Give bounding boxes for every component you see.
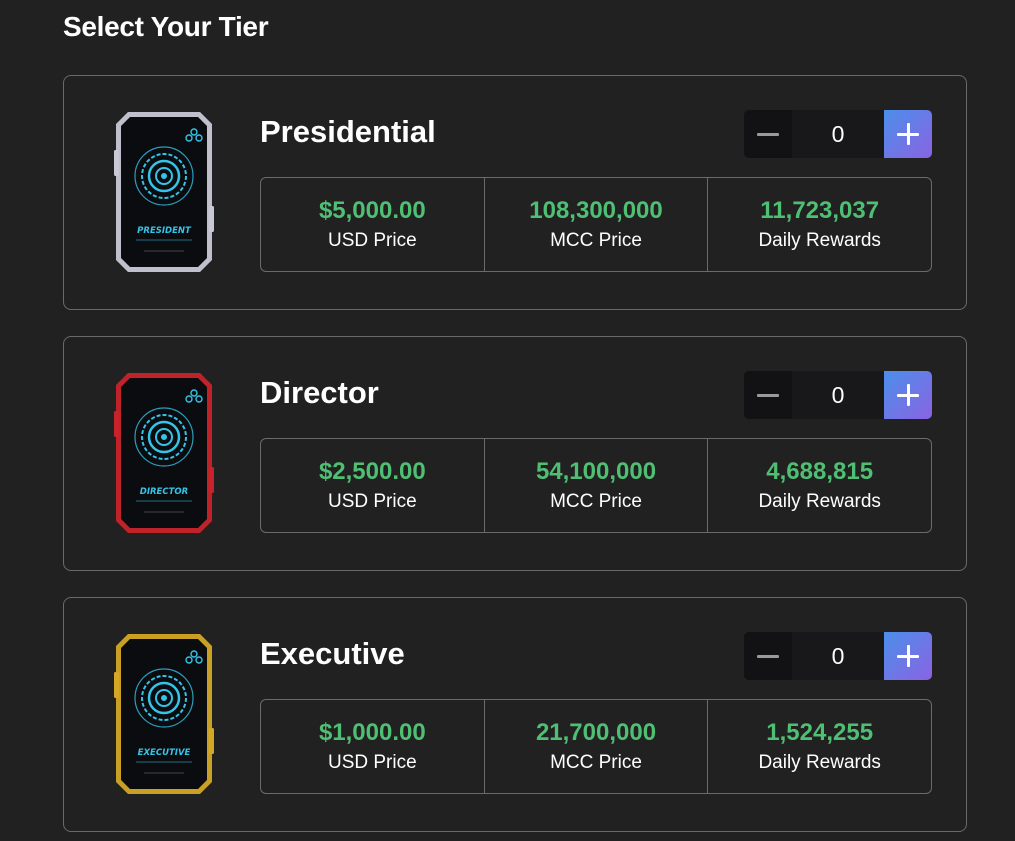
tier-card-presidential: PRESIDENT Presidential 0 $5,000.00 USD P… (63, 75, 967, 310)
quantity-value[interactable]: 0 (792, 632, 884, 680)
mcc-price-stat: 54,100,000 MCC Price (485, 439, 709, 532)
usd-price-stat: $2,500.00 USD Price (261, 439, 485, 532)
mcc-price-label: MCC Price (550, 490, 642, 512)
usd-price-label: USD Price (327, 490, 417, 512)
usd-price-label: USD Price (327, 751, 417, 773)
decrement-button[interactable] (744, 632, 792, 680)
daily-rewards-value: 11,723,037 (760, 196, 880, 224)
minus-icon (757, 132, 779, 136)
quantity-value[interactable]: 0 (792, 371, 884, 419)
minus-icon (757, 654, 779, 658)
mcc-price-label: MCC Price (550, 751, 642, 773)
tier-name: Presidential (260, 114, 436, 149)
usd-price-value: $2,500.00 (318, 457, 426, 485)
tier-card-image: PRESIDENT (114, 110, 214, 274)
daily-rewards-stat: 4,688,815 Daily Rewards (708, 439, 931, 532)
mcc-price-value: 21,700,000 (535, 718, 657, 746)
quantity-value[interactable]: 0 (792, 110, 884, 158)
quantity-stepper: 0 (744, 632, 932, 680)
mcc-price-label: MCC Price (550, 229, 642, 251)
increment-button[interactable] (884, 632, 932, 680)
mcc-price-stat: 108,300,000 MCC Price (485, 178, 709, 271)
daily-rewards-label: Daily Rewards (758, 229, 881, 251)
decrement-button[interactable] (744, 110, 792, 158)
page-title: Select Your Tier (63, 11, 269, 42)
daily-rewards-value: 4,688,815 (766, 457, 874, 485)
usd-price-label: USD Price (327, 229, 417, 251)
tier-stats: $2,500.00 USD Price 54,100,000 MCC Price… (260, 438, 932, 533)
svg-text:DIRECTOR: DIRECTOR (140, 487, 188, 497)
mcc-price-stat: 21,700,000 MCC Price (485, 700, 709, 793)
tier-name: Executive (260, 636, 405, 671)
daily-rewards-stat: 1,524,255 Daily Rewards (708, 700, 931, 793)
daily-rewards-stat: 11,723,037 Daily Rewards (708, 178, 931, 271)
tier-card-image: DIRECTOR (114, 371, 214, 535)
mcc-price-value: 108,300,000 (529, 196, 663, 224)
mcc-price-value: 54,100,000 (535, 457, 657, 485)
usd-price-value: $1,000.00 (318, 718, 426, 746)
tier-card-image: EXECUTIVE (114, 632, 214, 796)
tier-card-director: DIRECTOR Director 0 $2,500.00 USD Price … (63, 336, 967, 571)
tier-card-executive: EXECUTIVE Executive 0 $1,000.00 USD Pric… (63, 597, 967, 832)
tier-stats: $5,000.00 USD Price 108,300,000 MCC Pric… (260, 177, 932, 272)
decrement-button[interactable] (744, 371, 792, 419)
usd-price-value: $5,000.00 (318, 196, 426, 224)
svg-text:PRESIDENT: PRESIDENT (137, 226, 192, 236)
quantity-stepper: 0 (744, 371, 932, 419)
daily-rewards-label: Daily Rewards (758, 751, 881, 773)
usd-price-stat: $1,000.00 USD Price (261, 700, 485, 793)
tier-name: Director (260, 375, 379, 410)
minus-icon (757, 393, 779, 397)
increment-button[interactable] (884, 110, 932, 158)
usd-price-stat: $5,000.00 USD Price (261, 178, 485, 271)
daily-rewards-label: Daily Rewards (758, 490, 881, 512)
increment-button[interactable] (884, 371, 932, 419)
daily-rewards-value: 1,524,255 (766, 718, 874, 746)
tier-stats: $1,000.00 USD Price 21,700,000 MCC Price… (260, 699, 932, 794)
svg-text:EXECUTIVE: EXECUTIVE (138, 748, 191, 758)
quantity-stepper: 0 (744, 110, 932, 158)
